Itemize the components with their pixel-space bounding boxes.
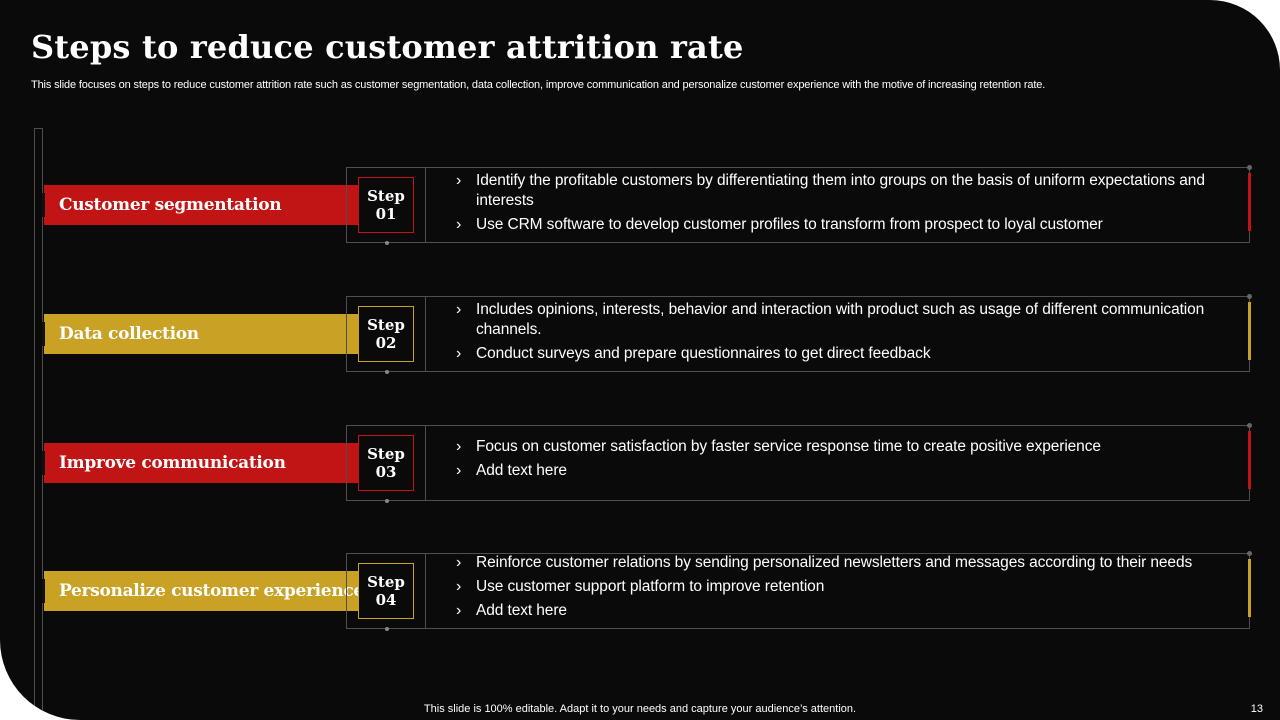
- bullet-item: Conduct surveys and prepare questionnair…: [456, 344, 1231, 364]
- accent-dot-3: [1247, 423, 1252, 428]
- label-tick: [42, 322, 45, 346]
- bullet-item: Use customer support platform to improve…: [456, 577, 1231, 597]
- bullet-item: Focus on customer satisfaction by faster…: [456, 437, 1231, 457]
- step-bullets-4: Reinforce customer relations by sending …: [456, 553, 1231, 625]
- label-tick: [42, 193, 45, 217]
- step-bullets-2: Includes opinions, interests, behavior a…: [456, 300, 1231, 368]
- step-number: 01: [375, 205, 397, 223]
- step-badge-4: Step 04: [358, 563, 414, 619]
- bullet-item: Identify the profitable customers by dif…: [456, 171, 1231, 210]
- page-number: 13: [1250, 703, 1263, 715]
- bullet-item: Add text here: [456, 461, 1231, 481]
- accent-dot-2: [1247, 294, 1252, 299]
- step-bullets-3: Focus on customer satisfaction by faster…: [456, 437, 1231, 485]
- step-label-bar-2: Data collection: [42, 314, 360, 354]
- step-label-2: Data collection: [59, 324, 199, 344]
- step-row-4: Personalize customer experience Step 04 …: [0, 551, 1280, 633]
- accent-line-2: [1248, 302, 1251, 360]
- accent-dot-1: [1247, 165, 1252, 170]
- bullet-item: Use CRM software to develop customer pro…: [456, 215, 1231, 235]
- step-connector-dot-4: [385, 627, 389, 631]
- label-tick: [42, 451, 45, 475]
- step-connector-dot-1: [385, 241, 389, 245]
- timeline-line: [34, 128, 43, 720]
- step-row-2: Data collection Step 02 Includes opinion…: [0, 294, 1280, 376]
- step-bullets-1: Identify the profitable customers by dif…: [456, 171, 1231, 239]
- step-badge-2: Step 02: [358, 306, 414, 362]
- step-label-bar-1: Customer segmentation: [42, 185, 360, 225]
- accent-line-1: [1248, 173, 1251, 231]
- step-word: Step: [367, 187, 405, 205]
- step-word: Step: [367, 573, 405, 591]
- step-label-4: Personalize customer experience: [59, 581, 364, 601]
- step-number: 02: [375, 334, 397, 352]
- step-number: 04: [375, 591, 397, 609]
- label-tick: [42, 579, 45, 603]
- step-label-1: Customer segmentation: [59, 195, 282, 215]
- page-subtitle: This slide focuses on steps to reduce cu…: [31, 79, 1046, 91]
- bullet-item: Reinforce customer relations by sending …: [456, 553, 1231, 573]
- step-label-bar-4: Personalize customer experience: [42, 571, 364, 611]
- accent-dot-4: [1247, 551, 1252, 556]
- step-word: Step: [367, 316, 405, 334]
- step-connector-dot-2: [385, 370, 389, 374]
- accent-line-3: [1248, 431, 1251, 489]
- bullet-item: Includes opinions, interests, behavior a…: [456, 300, 1231, 339]
- step-number: 03: [375, 463, 397, 481]
- step-label-3: Improve communication: [59, 453, 286, 473]
- footer-note: This slide is 100% editable. Adapt it to…: [423, 703, 857, 715]
- step-row-3: Improve communication Step 03 Focus on c…: [0, 423, 1280, 505]
- bullet-item: Add text here: [456, 601, 1231, 621]
- step-badge-3: Step 03: [358, 435, 414, 491]
- page-title: Steps to reduce customer attrition rate: [31, 28, 744, 66]
- step-badge-1: Step 01: [358, 177, 414, 233]
- step-label-bar-3: Improve communication: [42, 443, 360, 483]
- accent-line-4: [1248, 559, 1251, 617]
- step-connector-dot-3: [385, 499, 389, 503]
- step-word: Step: [367, 445, 405, 463]
- step-row-1: Customer segmentation Step 01 Identify t…: [0, 165, 1280, 247]
